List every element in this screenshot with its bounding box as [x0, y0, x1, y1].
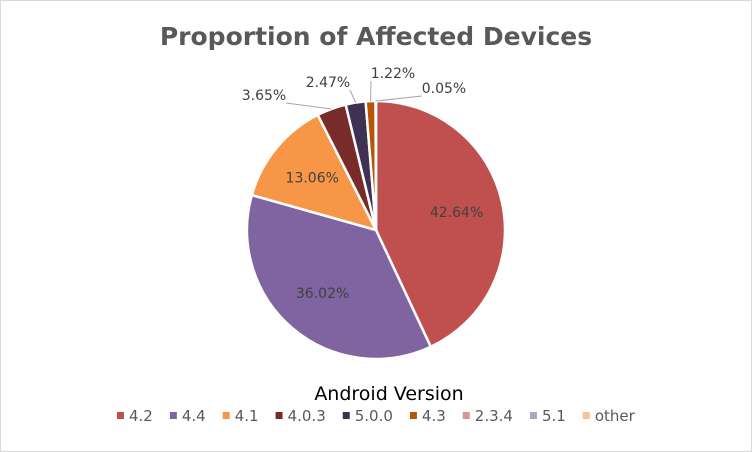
data-label-2-3-4: 0.05% [422, 81, 466, 97]
legend-label-4-3: 4.3 [422, 407, 446, 425]
legend-item-4-3: 4.3 [409, 407, 446, 425]
pie-slice-4-2 [374, 99, 507, 349]
legend-swatch-4-0-3 [275, 412, 283, 419]
legend-label-4-1: 4.1 [235, 407, 259, 425]
legend-item-4-4: 4.4 [169, 407, 206, 425]
data-label-4-3: 1.22% [371, 66, 415, 82]
legend-swatch-4-2 [117, 412, 124, 419]
legend-swatch-5-0-0 [342, 412, 350, 419]
legend-swatch-5-1 [529, 412, 537, 419]
legend-item-5-1: 5.1 [529, 407, 566, 425]
legend-swatch-4-4 [169, 412, 177, 419]
legend-item-2-3-4: 2.3.4 [462, 407, 513, 425]
chart-title: Proportion of Affected Devices [160, 22, 592, 51]
pie-slices [245, 99, 507, 361]
legend-label-4-4: 4.4 [182, 407, 206, 425]
legend-label-4-0-3: 4.0.3 [288, 407, 326, 425]
pie-slice-4-4 [245, 193, 433, 361]
data-label-4-1: 13.06% [286, 171, 339, 187]
legend-item-other: other [582, 407, 636, 425]
legend-swatch-4-1 [222, 412, 230, 419]
leader-line-2-3-4 [375, 95, 423, 102]
leader-line-5-0-0 [349, 89, 357, 103]
legend-title: Android Version [314, 383, 463, 405]
data-label-4-4: 36.02% [296, 286, 349, 302]
legend-item-4-2: 4.2 [117, 407, 153, 425]
legend-label-4-2: 4.2 [129, 407, 153, 425]
legend-label-other: other [595, 407, 636, 425]
legend-item-4-1: 4.1 [222, 407, 259, 425]
legend: 4.2 4.4 4.1 4.0.3 5.0.0 4.3 2.3.4 5.1 other [117, 407, 636, 425]
pie-slice-4-1 [250, 113, 379, 232]
data-label-5-0-0: 2.47% [306, 75, 350, 91]
legend-item-5-0-0: 5.0.0 [342, 407, 393, 425]
leader-lines [285, 80, 423, 110]
legend-label-2-3-4: 2.3.4 [475, 407, 513, 425]
data-labels: 42.64% 36.02% 13.06% 3.65% 2.47% 1.22% 0.05% [242, 66, 484, 302]
legend-label-5-0-0: 5.0.0 [355, 407, 393, 425]
data-label-4-0-3: 3.65% [242, 88, 286, 104]
legend-swatch-4-3 [409, 412, 417, 419]
leader-line-4-0-3 [285, 102, 332, 110]
legend-swatch-other [582, 412, 590, 419]
legend-item-4-0-3: 4.0.3 [275, 407, 326, 425]
legend-swatch-2-3-4 [462, 412, 470, 419]
data-label-4-2: 42.64% [430, 205, 483, 221]
legend-label-5-1: 5.1 [542, 407, 566, 425]
